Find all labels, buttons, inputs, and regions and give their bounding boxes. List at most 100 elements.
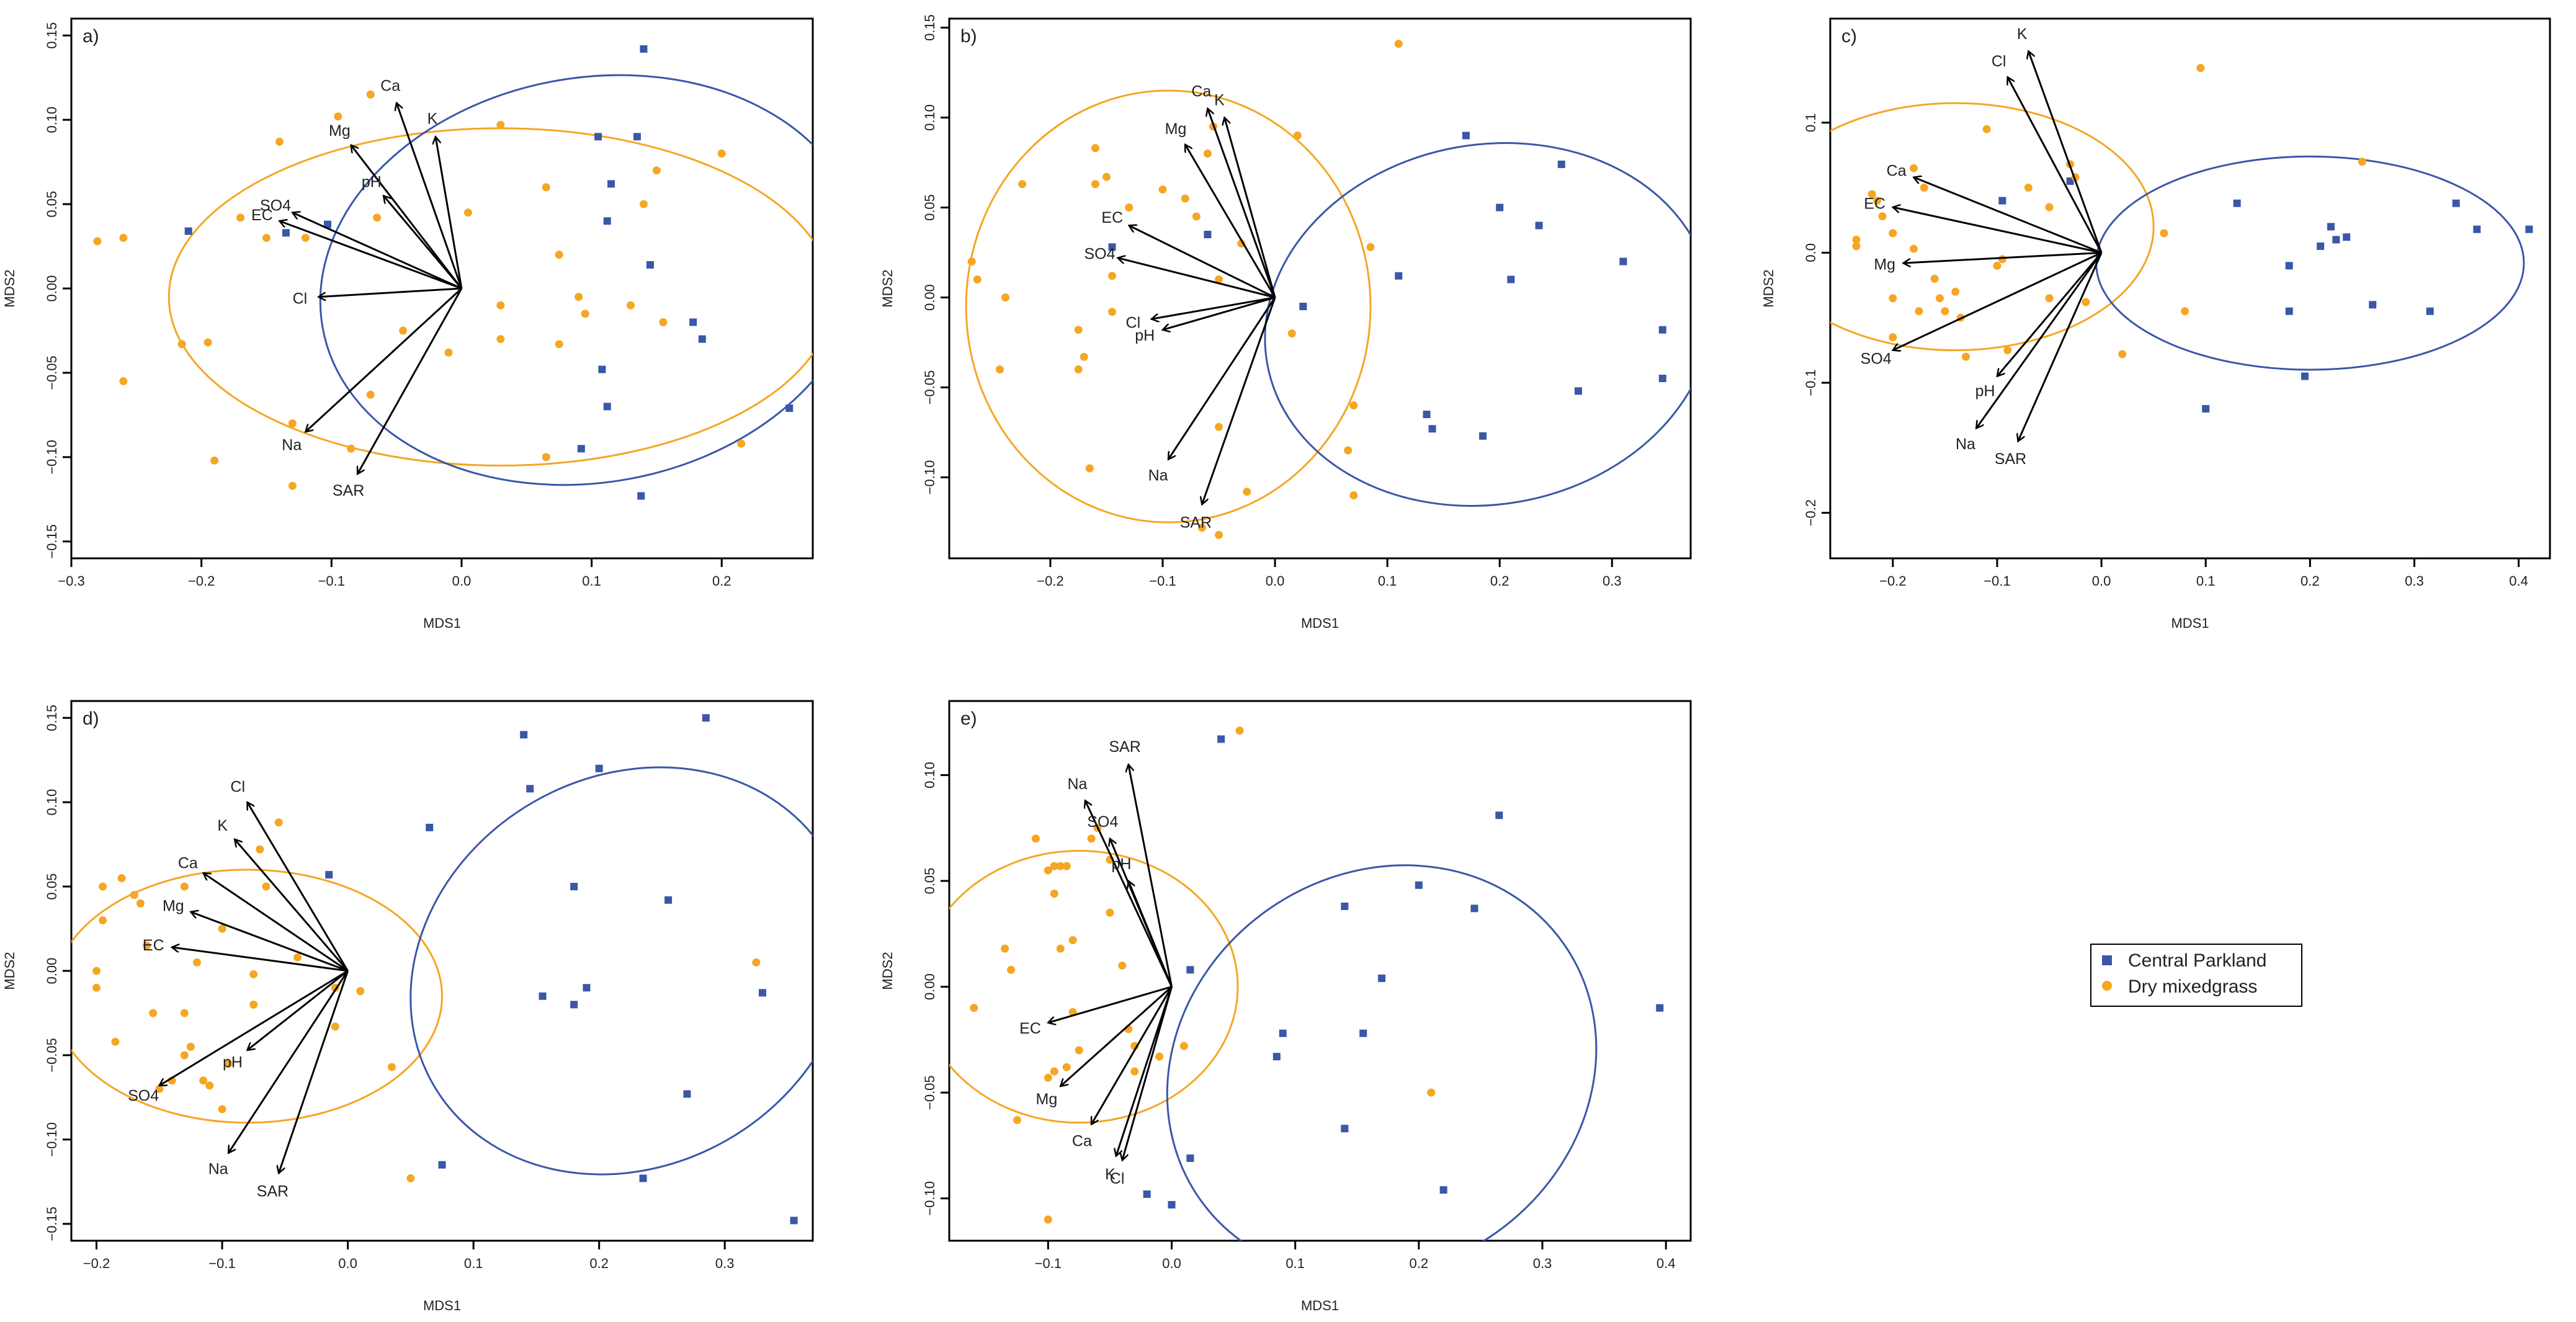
dry-mixedgrass-point bbox=[331, 1022, 339, 1031]
y-tick-label: 0.10 bbox=[922, 762, 937, 788]
y-tick-label: 0.05 bbox=[44, 873, 60, 900]
vector-label-na: Na bbox=[282, 436, 302, 453]
dry-mixedgrass-point bbox=[203, 338, 212, 347]
dry-mixedgrass-point bbox=[1982, 125, 1991, 133]
dry-mixedgrass-ellipse bbox=[949, 850, 1239, 1124]
dry-mixedgrass-point bbox=[93, 237, 102, 246]
x-tick-label: −0.1 bbox=[1149, 573, 1176, 589]
dry-mixedgrass-point bbox=[356, 987, 365, 996]
dry-mixedgrass-ellipse bbox=[1830, 102, 2155, 352]
dry-mixedgrass-point bbox=[1044, 1073, 1052, 1082]
vector-label-cl: Cl bbox=[1110, 1170, 1125, 1187]
x-tick-label: 0.0 bbox=[452, 573, 472, 589]
dry-mixedgrass-point bbox=[1125, 203, 1134, 212]
vector-label-k: K bbox=[427, 110, 438, 128]
vector-label-so4: SO4 bbox=[1084, 245, 1115, 262]
central-parkland-point bbox=[1299, 303, 1307, 310]
dry-mixedgrass-point bbox=[2045, 203, 2054, 212]
dry-mixedgrass-point bbox=[1158, 185, 1167, 194]
central-parkland-point bbox=[1428, 425, 1436, 433]
central-parkland-point bbox=[1470, 904, 1478, 913]
vector-label-ca: Ca bbox=[178, 854, 198, 872]
x-axis-label: MDS1 bbox=[2171, 615, 2209, 631]
y-tick-label: 0.10 bbox=[922, 104, 937, 131]
central-parkland-point bbox=[698, 335, 706, 343]
legend-box bbox=[2090, 944, 2302, 1007]
dry-mixedgrass-point bbox=[262, 882, 271, 891]
x-tick-label: −0.2 bbox=[1879, 573, 1906, 589]
central-parkland-point bbox=[1557, 160, 1565, 168]
panel-label: a) bbox=[83, 26, 99, 47]
dry-mixedgrass-point bbox=[1130, 1067, 1139, 1076]
dry-mixedgrass-point bbox=[1056, 944, 1065, 953]
vector-label-ph: pH bbox=[362, 174, 382, 191]
dry-mixedgrass-point bbox=[1050, 1067, 1058, 1076]
x-tick-label: −0.3 bbox=[58, 573, 84, 589]
dry-mixedgrass-point bbox=[406, 1174, 415, 1182]
central-parkland-point bbox=[689, 318, 697, 326]
central-parkland-point bbox=[790, 1217, 798, 1225]
vector-ph bbox=[1129, 881, 1173, 988]
central-parkland-point bbox=[1186, 966, 1194, 974]
vector-label-so4: SO4 bbox=[1087, 813, 1118, 831]
dry-mixedgrass-point bbox=[1998, 255, 2006, 264]
central-parkland-point bbox=[1462, 132, 1470, 140]
vector-label-ca: Ca bbox=[1072, 1132, 1092, 1150]
plot-frame bbox=[948, 700, 1692, 1242]
vector-ec bbox=[1129, 226, 1276, 298]
central-parkland-point bbox=[1279, 1029, 1287, 1037]
y-tick-label: −0.10 bbox=[922, 460, 937, 495]
vector-label-ec: EC bbox=[1101, 209, 1123, 226]
dry-mixedgrass-point bbox=[1179, 1042, 1188, 1050]
vector-so4 bbox=[1893, 251, 2102, 350]
vector-so4 bbox=[159, 970, 349, 1086]
dry-mixedgrass-point bbox=[1192, 212, 1201, 221]
vector-so4 bbox=[1118, 258, 1276, 298]
dry-mixedgrass-point bbox=[275, 137, 284, 146]
vector-label-mg: Mg bbox=[1165, 120, 1187, 138]
vector-mg bbox=[351, 145, 463, 289]
dry-mixedgrass-point bbox=[1062, 1063, 1071, 1071]
vector-so4 bbox=[292, 213, 462, 290]
dry-mixedgrass-point bbox=[1091, 180, 1099, 189]
dry-mixedgrass-point bbox=[301, 233, 310, 242]
dry-mixedgrass-point bbox=[1215, 275, 1223, 284]
dry-mixedgrass-point bbox=[444, 348, 453, 357]
plot-frame bbox=[70, 700, 814, 1242]
vector-label-ca: Ca bbox=[380, 78, 400, 95]
dry-mixedgrass-point bbox=[347, 444, 356, 453]
vector-label-na: Na bbox=[1956, 435, 1975, 453]
dry-mixedgrass-point bbox=[1852, 242, 1861, 251]
dry-mixedgrass-point bbox=[1091, 144, 1099, 153]
dry-mixedgrass-point bbox=[1106, 908, 1114, 917]
dry-mixedgrass-point bbox=[1044, 1215, 1052, 1224]
dry-mixedgrass-point bbox=[218, 1105, 226, 1114]
vector-label-k: K bbox=[1105, 1166, 1116, 1183]
central-parkland-point bbox=[2426, 307, 2434, 315]
vector-label-ca: Ca bbox=[1191, 83, 1211, 100]
dry-mixedgrass-point bbox=[119, 233, 128, 242]
central-parkland-point bbox=[603, 217, 611, 225]
central-parkland-point bbox=[603, 403, 611, 411]
dry-mixedgrass-point bbox=[1215, 422, 1223, 431]
central-parkland-point bbox=[2285, 262, 2293, 270]
dry-mixedgrass-point bbox=[210, 456, 219, 465]
dry-mixedgrass-point bbox=[177, 340, 186, 349]
x-tick-label: 0.4 bbox=[2509, 573, 2528, 589]
dry-mixedgrass-point bbox=[262, 233, 271, 242]
central-parkland-point bbox=[639, 1174, 647, 1182]
vector-ph bbox=[383, 195, 463, 289]
dry-mixedgrass-point bbox=[1889, 229, 1897, 238]
x-tick-label: 0.0 bbox=[1162, 1256, 1181, 1271]
vector-label-ph: pH bbox=[1111, 855, 1131, 873]
dry-mixedgrass-point bbox=[2082, 298, 2090, 306]
central-parkland-point bbox=[1479, 432, 1487, 440]
y-tick-label: 0.00 bbox=[44, 275, 60, 302]
dry-mixedgrass-point bbox=[1181, 194, 1189, 203]
x-axis-label: MDS1 bbox=[1301, 615, 1339, 631]
dry-mixedgrass-point bbox=[1068, 936, 1077, 945]
central-parkland-point bbox=[1108, 243, 1116, 251]
panel-label: e) bbox=[960, 708, 977, 729]
vector-label-ph: pH bbox=[223, 1053, 243, 1071]
